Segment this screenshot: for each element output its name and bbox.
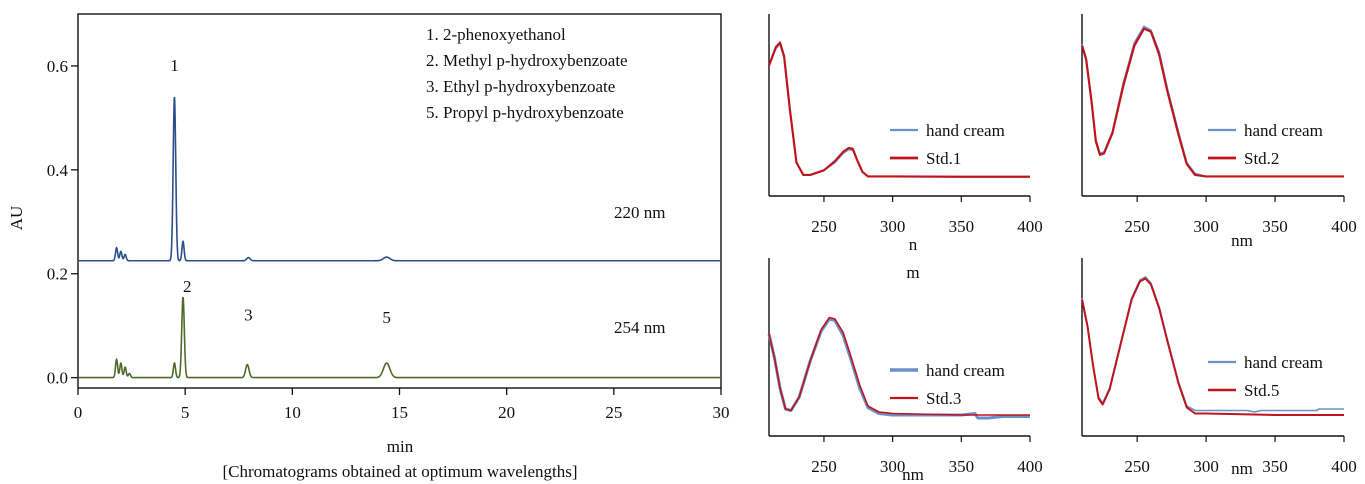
legend-compound-1: 1. 2-phenoxyethanol: [426, 25, 566, 44]
x-tick-label: 250: [1124, 457, 1150, 476]
legend-label: Std.2: [1244, 149, 1279, 168]
spectrum-line-standard: [767, 41, 1030, 178]
spectrum-line-standard: [768, 316, 1030, 416]
legend-label: hand cream: [1244, 353, 1323, 372]
chromatogram-traces: [78, 97, 721, 379]
peak-label: 2: [183, 277, 192, 296]
spectrum-panel-3: 250 300 350 400 nm hand cream Std.3: [767, 258, 1043, 484]
peak-labels: 1 2 3 5: [170, 56, 391, 327]
x-tick-label: 350: [949, 217, 975, 236]
y-tick-label: 0.2: [47, 265, 68, 284]
spectrum-panel-2: 250 300 350 400 nm hand cream Std.2: [1080, 14, 1357, 250]
x-tick-label: 400: [1331, 217, 1357, 236]
x-tick-label: 250: [1124, 217, 1150, 236]
x-tick-label: 25: [605, 403, 622, 422]
spectrum-panel-1: 250 300 350 400 nm hand cream Std.1: [767, 14, 1043, 282]
legend-label: Std.1: [926, 149, 961, 168]
x-axis-ticks: 0 5 10 15 20 25 30: [74, 388, 730, 422]
trace-label-254: 254 nm: [614, 318, 665, 337]
x-axis-label: min: [387, 437, 414, 456]
legend-label: hand cream: [926, 121, 1005, 140]
x-tick-label: 250: [811, 217, 837, 236]
x-axis-label: nm: [1231, 459, 1253, 478]
y-tick-label: 0.4: [47, 161, 69, 180]
x-tick-label: 300: [880, 457, 906, 476]
x-tick-label: 250: [811, 457, 837, 476]
x-tick-label: 400: [1331, 457, 1357, 476]
x-axis-label: n: [909, 235, 918, 254]
x-tick-label: 300: [1193, 457, 1219, 476]
legend-label: Std.5: [1244, 381, 1279, 400]
x-tick-label: 400: [1017, 457, 1043, 476]
x-tick-label: 10: [284, 403, 301, 422]
chromatogram-trace-254: [78, 296, 721, 379]
legend-compound-5: 5. Propyl p-hydroxybenzoate: [426, 103, 624, 122]
chromatogram-trace-220: [78, 97, 721, 262]
legend-label: hand cream: [1244, 121, 1323, 140]
legend-label: hand cream: [926, 361, 1005, 380]
x-tick-label: 350: [1262, 217, 1288, 236]
x-tick-label: 15: [391, 403, 408, 422]
chromatogram-panel: 0.0 0.2 0.4 0.6 0 5 10 15 20 25 30 1 2 3 5 AU min [C…: [7, 13, 730, 481]
x-axis-label: nm: [902, 465, 924, 484]
spectrum-line-sample: [1081, 25, 1344, 178]
x-tick-label: 400: [1017, 217, 1043, 236]
uv-spectra-panels: 250 300 350 400 nm hand cream Std.1 250 300 350 40…: [767, 14, 1357, 484]
x-tick-label: 300: [1193, 217, 1219, 236]
y-tick-label: 0.6: [47, 57, 68, 76]
legend-compound-3: 3. Ethyl p-hydroxybenzoate: [426, 77, 615, 96]
x-tick-label: 300: [880, 217, 906, 236]
x-axis-label: nm: [1231, 231, 1253, 250]
x-tick-label: 20: [498, 403, 515, 422]
x-axis-label: m: [906, 263, 919, 282]
legend-label: Std.3: [926, 389, 961, 408]
spectrum-panel-4: 250 300 350 400 nm hand cream Std.5: [1081, 258, 1357, 478]
peak-label: 3: [244, 305, 253, 324]
y-axis-ticks: 0.0 0.2 0.4 0.6: [47, 57, 78, 388]
x-tick-label: 0: [74, 403, 83, 422]
spectrum-line-standard: [1081, 277, 1344, 416]
compound-legend: 1. 2-phenoxyethanol 2. Methyl p-hydroxyb…: [426, 25, 628, 122]
x-tick-label: 5: [181, 403, 190, 422]
peak-label: 5: [382, 308, 391, 327]
x-tick-label: 350: [949, 457, 975, 476]
x-tick-label: 350: [1262, 457, 1288, 476]
caption: [Chromatograms obtained at optimum wavel…: [222, 462, 577, 481]
y-axis-label: AU: [7, 206, 26, 231]
peak-label: 1: [170, 56, 179, 75]
x-tick-label: 30: [713, 403, 730, 422]
legend-compound-2: 2. Methyl p-hydroxybenzoate: [426, 51, 628, 70]
y-tick-label: 0.0: [47, 369, 68, 388]
trace-label-220: 220 nm: [614, 203, 665, 222]
spectrum-line-standard: [1080, 27, 1344, 178]
